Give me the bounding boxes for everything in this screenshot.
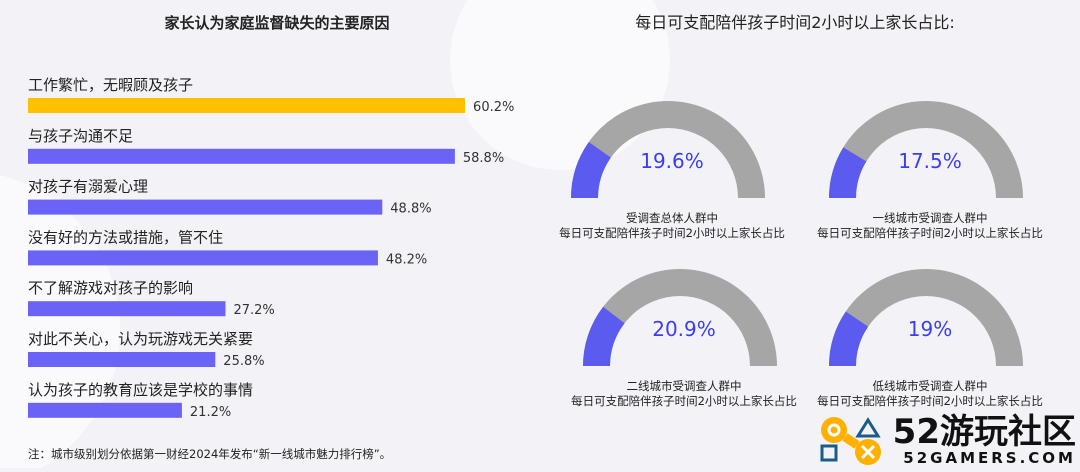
gauge-fill (829, 147, 867, 198)
bar (28, 148, 455, 164)
bar (28, 98, 466, 113)
bar-value-label: 60.2% (473, 100, 514, 115)
gauge-value-label: 17.5% (898, 149, 962, 173)
bar-category-label: 与孩子沟通不足 (28, 127, 133, 145)
bar-value-label: 25.8% (223, 354, 264, 369)
bar-value-label: 27.2% (233, 303, 274, 318)
bar (28, 301, 226, 317)
bg-decoration (0, 175, 120, 472)
gauge-caption-line2: 每日可支配陪伴孩子时间2小时以上家长占比 (817, 394, 1043, 408)
bar (28, 199, 383, 215)
bar-value-label: 48.2% (386, 252, 427, 267)
gauge-track (829, 269, 1023, 366)
gauge-caption-line2: 每日可支配陪伴孩子时间2小时以上家长占比 (559, 226, 785, 240)
gauge-fill (829, 311, 869, 366)
gauge-caption-line1: 受调查总体人群中 (626, 211, 718, 225)
gauge-fill (583, 306, 625, 366)
gauge-caption-line2: 每日可支配陪伴孩子时间2小时以上家长占比 (571, 394, 797, 408)
bar-value-label: 48.8% (390, 202, 431, 217)
gauge-caption-line1: 低线城市受调查人群中 (873, 379, 988, 393)
watermark-logo: 52游玩社区 52GAMERS.COM (820, 412, 1076, 467)
bar (28, 352, 216, 367)
bar (28, 402, 182, 418)
gauge-caption-line1: 一线城市受调查人群中 (873, 211, 988, 225)
bar-category-label: 不了解游戏对孩子的影响 (28, 279, 193, 297)
watermark-text: 52游玩社区 (893, 412, 1076, 452)
bar-category-label: 对此不关心，认为玩游戏无关紧要 (28, 330, 253, 348)
bar-category-label: 对孩子有溺爱心理 (28, 178, 148, 196)
gauge-caption-line2: 每日可支配陪伴孩子时间2小时以上家长占比 (817, 226, 1043, 240)
bar-category-label: 没有好的方法或措施，管不住 (28, 228, 223, 246)
bar-value-label: 58.8% (463, 151, 504, 166)
bar-category-label: 工作繁忙，无暇顾及孩子 (28, 76, 193, 94)
bar-chart-title: 家长认为家庭监督缺失的主要原因 (164, 14, 389, 32)
gauge-chart-title: 每日可支配陪伴孩子时间2小时以上家长占比: (635, 13, 955, 32)
watermark-url: 52GAMERS.COM (903, 449, 1076, 467)
gauge-track (571, 101, 765, 198)
bar (28, 250, 378, 266)
gauge-track (829, 101, 1023, 198)
gauge-value-label: 19% (908, 317, 952, 341)
bar-category-label: 认为孩子的教育应该是学校的事情 (28, 381, 253, 399)
footnote: 注：城市级别划分依据第一财经2024年发布“新一线城市魅力排行榜”。 (28, 447, 391, 461)
bar-value-label: 21.2% (190, 405, 231, 420)
gauge-track (583, 269, 777, 366)
gauge-caption-line1: 二线城市受调查人群中 (627, 379, 742, 393)
gauge-fill (571, 141, 611, 198)
gauge-value-label: 20.9% (652, 317, 716, 341)
gauge-value-label: 19.6% (640, 149, 704, 173)
